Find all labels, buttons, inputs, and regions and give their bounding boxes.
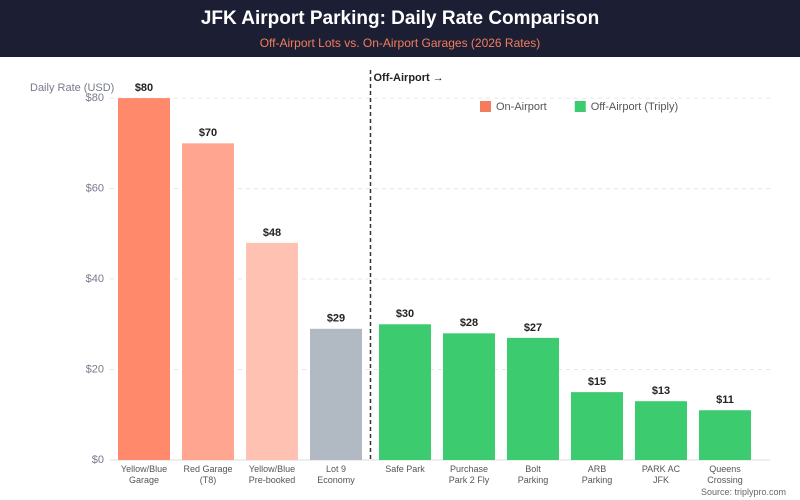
legend-label: Off-Airport (Triply) — [591, 101, 678, 113]
value-label: $48 — [263, 227, 281, 239]
bar — [310, 328, 362, 460]
header: JFK Airport Parking: Daily Rate Comparis… — [0, 0, 800, 57]
bar — [635, 401, 687, 460]
bar — [246, 242, 298, 460]
bar — [379, 324, 431, 460]
x-tick-label: Red Garage (T8) — [183, 464, 233, 485]
divider-label: Off-Airport → — [374, 72, 444, 84]
chart-title: JFK Airport Parking: Daily Rate Comparis… — [200, 8, 600, 29]
bar — [118, 98, 170, 460]
value-label: $28 — [460, 317, 478, 329]
x-tick-label: Bolt Parking — [517, 464, 549, 485]
value-label: $15 — [588, 376, 606, 388]
bar — [699, 410, 751, 460]
legend-label: On-Airport — [496, 101, 547, 113]
value-label: $27 — [524, 322, 542, 334]
x-tick-label: ARB Parking — [581, 464, 613, 485]
bar — [182, 143, 234, 461]
y-tick-label: $40 — [86, 273, 104, 285]
value-label: $80 — [135, 82, 153, 94]
value-label: $29 — [327, 313, 345, 325]
legend-swatch — [574, 101, 586, 112]
value-label: $70 — [199, 127, 217, 139]
chart-subtitle: Off-Airport Lots vs. On-Airport Garages … — [259, 36, 541, 50]
bar — [507, 337, 559, 460]
value-label: $30 — [396, 308, 414, 320]
y-tick-label: $60 — [86, 182, 104, 194]
legend-swatch — [480, 101, 491, 112]
x-tick-label: Purchase Park 2 Fly — [448, 464, 490, 485]
x-tick-label: Safe Park — [385, 464, 425, 474]
x-tick-label: Queens Crossing — [707, 464, 743, 485]
y-tick-label: $20 — [86, 363, 104, 375]
source: Source: triplypro.com — [700, 487, 786, 497]
y-tick-label: $80 — [86, 92, 104, 104]
x-tick-label: PARK AC JFK — [641, 464, 681, 485]
value-label: $11 — [716, 394, 734, 406]
y-tick-label: $0 — [92, 454, 104, 466]
x-tick-label: Lot 9 Economy — [317, 464, 355, 485]
x-tick-label: Yellow/Blue Garage — [120, 464, 168, 485]
bar — [443, 333, 495, 460]
bar — [571, 392, 623, 460]
x-tick-label: Yellow/Blue Pre-booked — [248, 464, 296, 485]
value-label: $13 — [652, 385, 670, 397]
y-axis-label: Daily Rate (USD) — [30, 82, 114, 94]
